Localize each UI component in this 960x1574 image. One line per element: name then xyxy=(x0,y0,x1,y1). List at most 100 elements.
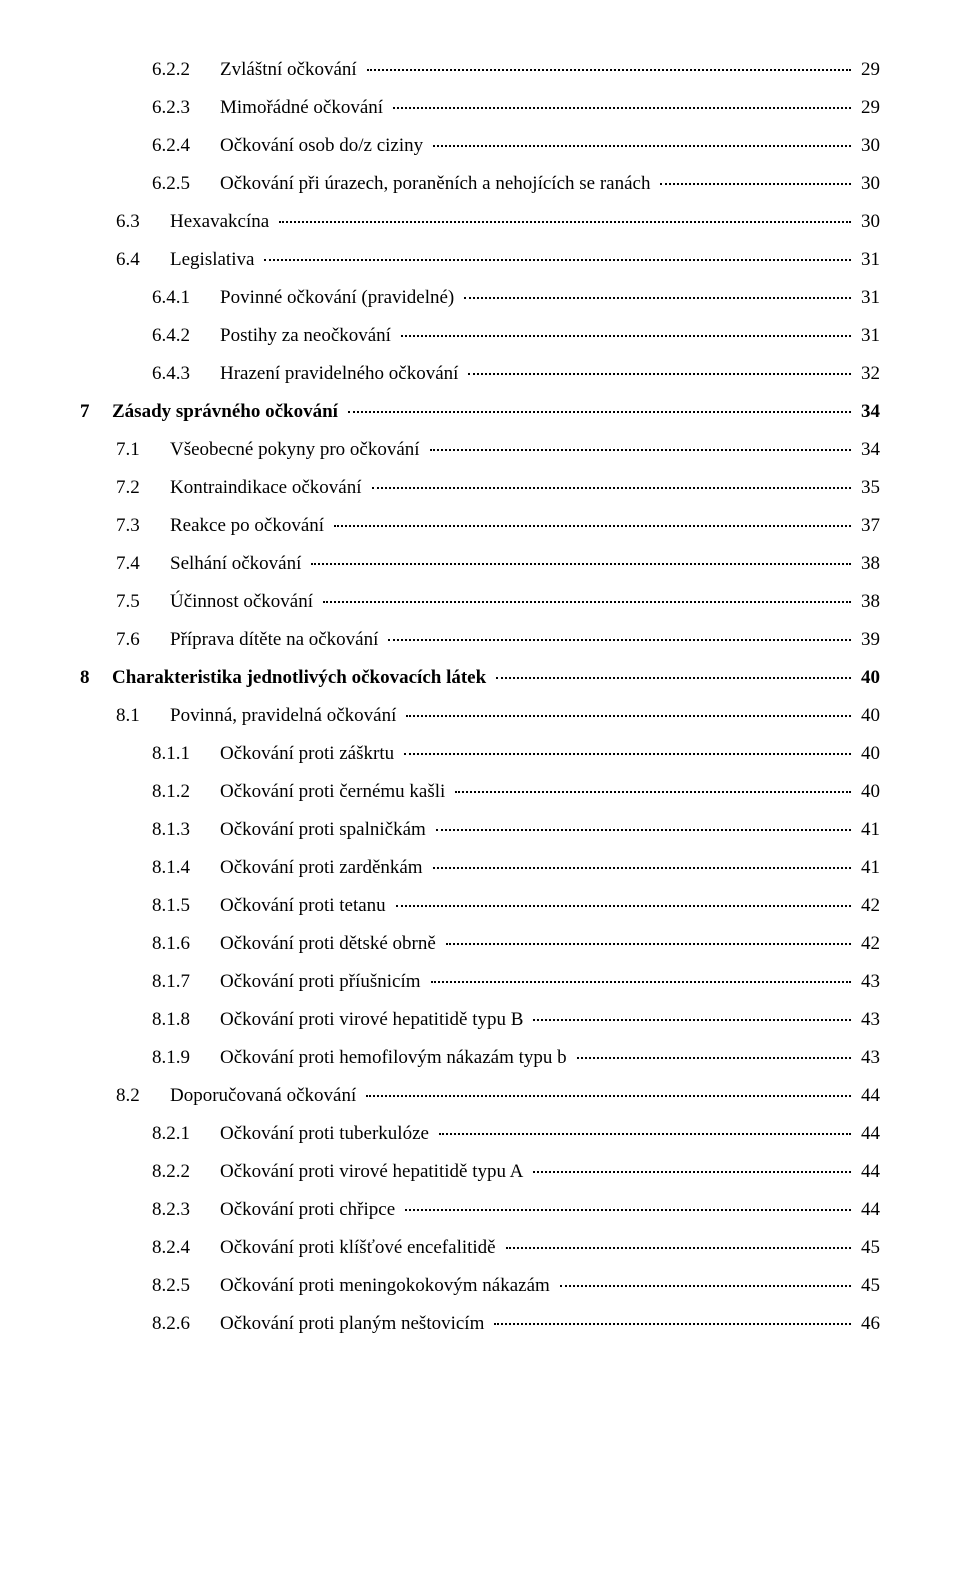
toc-leader-dots xyxy=(367,69,851,71)
toc-number: 7.3 xyxy=(116,516,170,535)
toc-number: 8.1.6 xyxy=(152,934,220,953)
toc-leader-dots xyxy=(279,221,851,223)
toc-page-number: 29 xyxy=(855,60,880,79)
toc-entry[interactable]: 8.2.6Očkování proti planým neštovicím46 xyxy=(80,1314,880,1333)
toc-page-number: 40 xyxy=(855,782,880,801)
toc-leader-dots xyxy=(393,107,851,109)
toc-page-number: 29 xyxy=(855,98,880,117)
toc-entry[interactable]: 6.4.3Hrazení pravidelného očkování32 xyxy=(80,364,880,383)
toc-entry[interactable]: 8.1.7Očkování proti příušnicím43 xyxy=(80,972,880,991)
toc-page-number: 41 xyxy=(855,858,880,877)
toc-entry[interactable]: 8.1.6Očkování proti dětské obrně 42 xyxy=(80,934,880,953)
toc-leader-dots xyxy=(455,791,851,793)
toc-entry[interactable]: 7.2Kontraindikace očkování 35 xyxy=(80,478,880,497)
toc-title: Očkování proti chřipce xyxy=(220,1200,401,1219)
toc-leader-dots xyxy=(405,1209,851,1211)
toc-page-number: 38 xyxy=(855,554,880,573)
toc-leader-dots xyxy=(388,639,851,641)
toc-entry[interactable]: 7.3Reakce po očkování37 xyxy=(80,516,880,535)
toc-entry[interactable]: 8.2.5Očkování proti meningokokovým nákaz… xyxy=(80,1276,880,1295)
toc-page-number: 31 xyxy=(855,250,880,269)
toc-title: Hrazení pravidelného očkování xyxy=(220,364,464,383)
toc-entry[interactable]: 8.1Povinná, pravidelná očkování40 xyxy=(80,706,880,725)
toc-page-number: 44 xyxy=(855,1200,880,1219)
toc-number: 8.1 xyxy=(116,706,170,725)
toc-number: 7.1 xyxy=(116,440,170,459)
toc-entry[interactable]: 7.5Účinnost očkování38 xyxy=(80,592,880,611)
toc-page-number: 34 xyxy=(855,440,880,459)
toc-entry[interactable]: 7Zásady správného očkování34 xyxy=(80,402,880,421)
toc-title: Očkování proti tetanu xyxy=(220,896,392,915)
toc-number: 7.2 xyxy=(116,478,170,497)
toc-title: Mimořádné očkování xyxy=(220,98,389,117)
toc-entry[interactable]: 8.2.3Očkování proti chřipce44 xyxy=(80,1200,880,1219)
toc-number: 8.1.9 xyxy=(152,1048,220,1067)
toc-title: Očkování proti záškrtu xyxy=(220,744,400,763)
toc-number: 8.2.4 xyxy=(152,1238,220,1257)
toc-entry[interactable]: 8.1.3Očkování proti spalničkám41 xyxy=(80,820,880,839)
toc-number: 8.2.6 xyxy=(152,1314,220,1333)
toc-entry[interactable]: 8.2Doporučovaná očkování44 xyxy=(80,1086,880,1105)
toc-number: 8.1.5 xyxy=(152,896,220,915)
toc-title: Očkování proti planým neštovicím xyxy=(220,1314,490,1333)
toc-entry[interactable]: 6.4.2Postihy za neočkování31 xyxy=(80,326,880,345)
toc-number: 6.4.1 xyxy=(152,288,220,307)
toc-page-number: 43 xyxy=(855,972,880,991)
toc-leader-dots xyxy=(334,525,851,527)
toc-leader-dots xyxy=(348,411,851,413)
toc-entry[interactable]: 7.4Selhání očkování38 xyxy=(80,554,880,573)
toc-title: Všeobecné pokyny pro očkování xyxy=(170,440,426,459)
toc-number: 8.1.4 xyxy=(152,858,220,877)
toc-number: 8.2.5 xyxy=(152,1276,220,1295)
toc-entry[interactable]: 6.2.2Zvláštní očkování29 xyxy=(80,60,880,79)
toc-title: Legislativa xyxy=(170,250,260,269)
toc-entry[interactable]: 8.1.5Očkování proti tetanu42 xyxy=(80,896,880,915)
toc-leader-dots xyxy=(533,1171,851,1173)
toc-entry[interactable]: 8.2.1Očkování proti tuberkulóze44 xyxy=(80,1124,880,1143)
toc-entry[interactable]: 8Charakteristika jednotlivých očkovacích… xyxy=(80,668,880,687)
toc-entry[interactable]: 6.4Legislativa31 xyxy=(80,250,880,269)
toc-entry[interactable]: 6.3Hexavakcína30 xyxy=(80,212,880,231)
toc-title: Očkování proti dětské obrně xyxy=(220,934,442,953)
toc-page-number: 42 xyxy=(855,934,880,953)
toc-entry[interactable]: 6.2.3Mimořádné očkování 29 xyxy=(80,98,880,117)
toc-entry[interactable]: 8.1.8Očkování proti virové hepatitidě ty… xyxy=(80,1010,880,1029)
toc-leader-dots xyxy=(464,297,851,299)
toc-entry[interactable]: 7.6Příprava dítěte na očkování39 xyxy=(80,630,880,649)
toc-entry[interactable]: 8.2.4Očkování proti klíšťové encefalitid… xyxy=(80,1238,880,1257)
toc-title: Očkování proti spalničkám xyxy=(220,820,432,839)
toc-entry[interactable]: 8.2.2Očkování proti virové hepatitidě ty… xyxy=(80,1162,880,1181)
toc-title: Očkování při úrazech, poraněních a nehoj… xyxy=(220,174,656,193)
toc-title: Povinná, pravidelná očkování xyxy=(170,706,402,725)
toc-leader-dots xyxy=(577,1057,851,1059)
toc-leader-dots xyxy=(506,1247,851,1249)
toc-number: 6.2.4 xyxy=(152,136,220,155)
toc-leader-dots xyxy=(323,601,851,603)
toc-entry[interactable]: 8.1.9Očkování proti hemofilovým nákazám … xyxy=(80,1048,880,1067)
toc-title: Očkování proti zarděnkám xyxy=(220,858,429,877)
toc-leader-dots xyxy=(404,753,851,755)
toc-page-number: 44 xyxy=(855,1124,880,1143)
toc-entry[interactable]: 6.4.1Povinné očkování (pravidelné)31 xyxy=(80,288,880,307)
toc-page-number: 31 xyxy=(855,326,880,345)
toc-page-number: 40 xyxy=(855,668,880,687)
toc-number: 6.3 xyxy=(116,212,170,231)
toc-number: 6.2.5 xyxy=(152,174,220,193)
toc-title: Kontraindikace očkování xyxy=(170,478,368,497)
toc-leader-dots xyxy=(430,449,851,451)
toc-number: 7.4 xyxy=(116,554,170,573)
toc-leader-dots xyxy=(439,1133,851,1135)
toc-entry[interactable]: 6.2.5Očkování při úrazech, poraněních a … xyxy=(80,174,880,193)
toc-number: 6.2.3 xyxy=(152,98,220,117)
toc-entry[interactable]: 7.1Všeobecné pokyny pro očkování 34 xyxy=(80,440,880,459)
toc-page-number: 35 xyxy=(855,478,880,497)
toc-leader-dots xyxy=(431,981,851,983)
toc-entry[interactable]: 8.1.2Očkování proti černému kašli40 xyxy=(80,782,880,801)
toc-leader-dots xyxy=(468,373,851,375)
toc-leader-dots xyxy=(433,145,851,147)
toc-entry[interactable]: 8.1.4Očkování proti zarděnkám 41 xyxy=(80,858,880,877)
toc-page-number: 39 xyxy=(855,630,880,649)
toc-entry[interactable]: 8.1.1Očkování proti záškrtu40 xyxy=(80,744,880,763)
toc-entry[interactable]: 6.2.4Očkování osob do/z ciziny30 xyxy=(80,136,880,155)
toc-number: 8.2.2 xyxy=(152,1162,220,1181)
